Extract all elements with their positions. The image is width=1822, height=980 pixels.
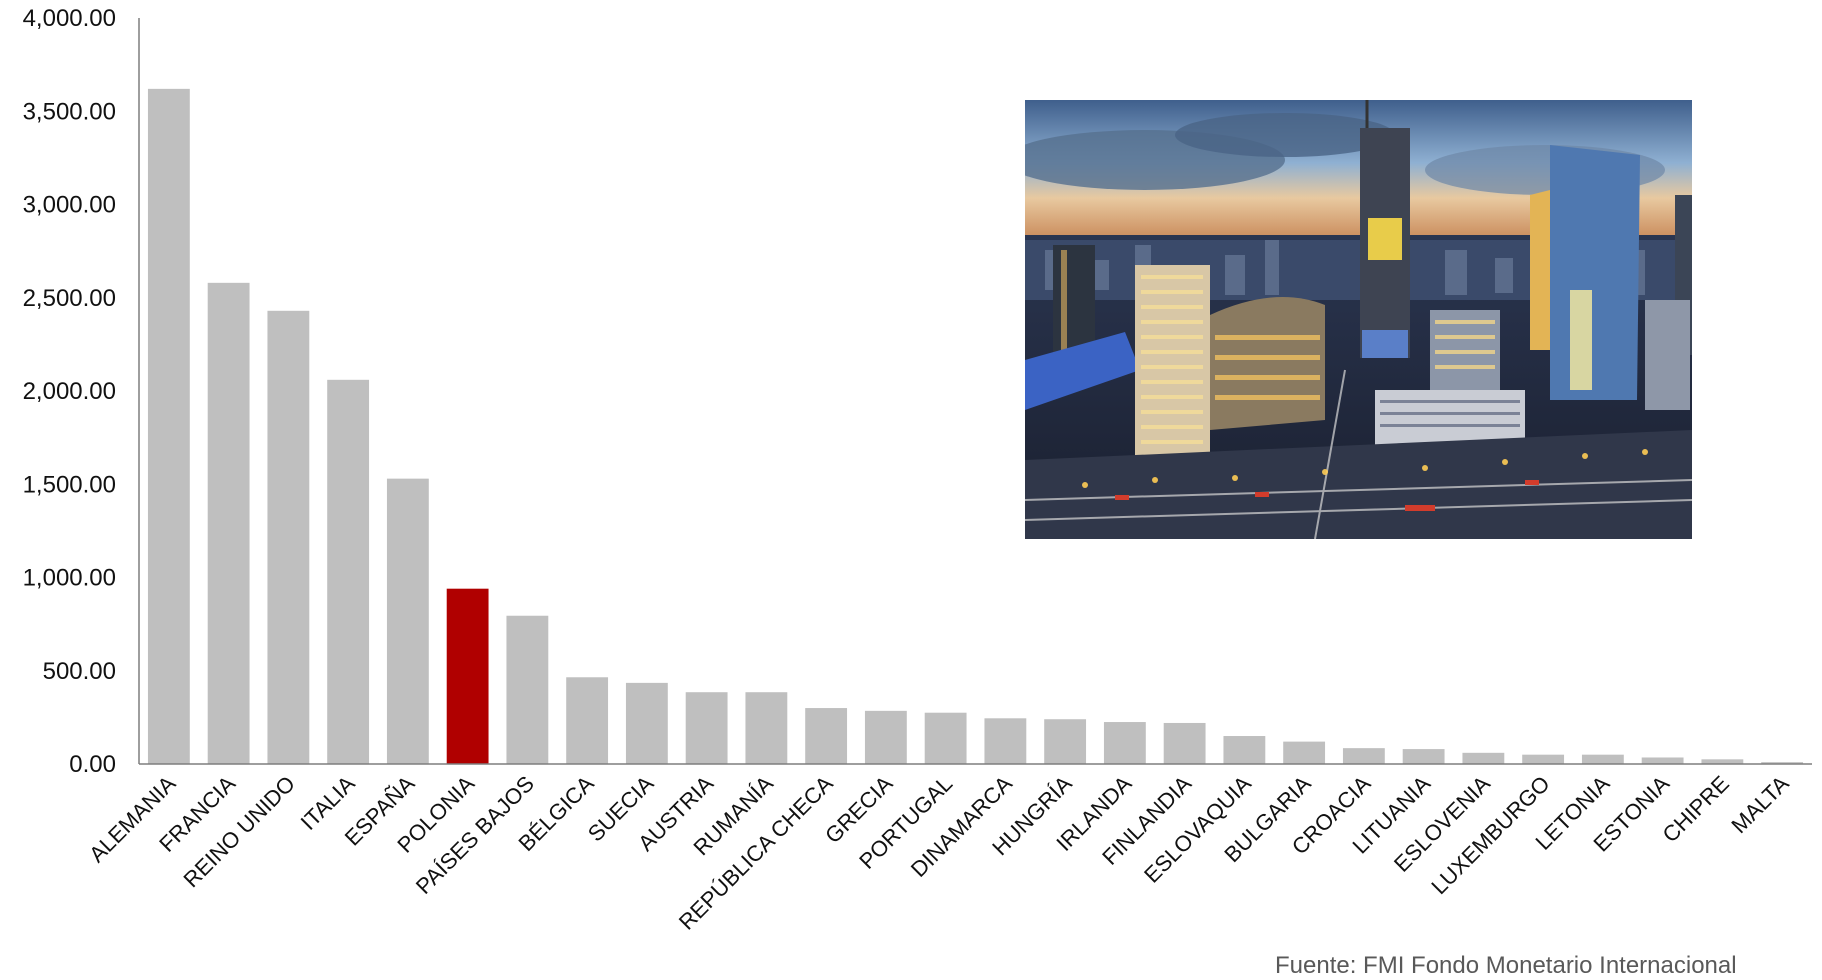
- bar: [566, 677, 609, 764]
- y-tick-label: 500.00: [43, 658, 116, 685]
- bar: [1223, 736, 1266, 764]
- y-axis-ticks: 0.00 500.00 1,000.00 1,500.00 2,000.00 2,500.…: [23, 5, 116, 778]
- x-tick-label: CHIPRE: [1657, 771, 1733, 847]
- bar: [267, 310, 310, 764]
- bar: [446, 588, 489, 764]
- bars: [147, 88, 1804, 765]
- bar: [984, 718, 1027, 764]
- bar: [625, 682, 668, 764]
- bar: [147, 88, 190, 765]
- y-tick-label: 3,500.00: [23, 98, 116, 125]
- bar: [207, 282, 250, 764]
- bar: [1701, 759, 1744, 764]
- bar: [1044, 719, 1087, 764]
- city-skyline-image: [1025, 100, 1692, 539]
- bar: [1641, 757, 1684, 764]
- y-tick-label: 3,000.00: [23, 192, 116, 219]
- bar: [1103, 722, 1146, 764]
- bar: [1462, 752, 1505, 764]
- bar: [327, 379, 370, 764]
- bar: [924, 712, 967, 764]
- y-tick-label: 1,000.00: [23, 565, 116, 592]
- bar: [1283, 741, 1326, 764]
- bar: [1522, 754, 1565, 764]
- bar: [1761, 762, 1804, 764]
- x-tick-label: ALEMANIA: [84, 771, 181, 868]
- y-tick-label: 2,000.00: [23, 378, 116, 405]
- bar: [745, 692, 788, 764]
- bar: [386, 478, 429, 764]
- bar: [506, 615, 549, 764]
- source-note: Fuente: FMI Fondo Monetario Internaciona…: [1275, 952, 1737, 979]
- bar: [1402, 749, 1445, 764]
- x-tick-label: MALTA: [1726, 771, 1793, 838]
- y-tick-label: 0.00: [69, 751, 116, 778]
- bar: [805, 708, 848, 764]
- bar: [1342, 748, 1385, 764]
- bar: [685, 692, 728, 764]
- y-tick-label: 2,500.00: [23, 285, 116, 312]
- bar: [1163, 722, 1206, 764]
- bar: [1581, 754, 1624, 764]
- bar: [864, 710, 907, 764]
- y-tick-label: 4,000.00: [23, 5, 116, 32]
- y-tick-label: 1,500.00: [23, 471, 116, 498]
